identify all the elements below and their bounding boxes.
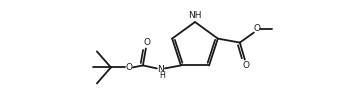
Text: O: O: [143, 38, 151, 47]
Text: H: H: [159, 71, 165, 80]
Text: NH: NH: [188, 10, 202, 19]
Text: O: O: [125, 63, 133, 72]
Text: N: N: [157, 65, 164, 74]
Text: O: O: [242, 61, 249, 70]
Text: O: O: [253, 24, 260, 33]
